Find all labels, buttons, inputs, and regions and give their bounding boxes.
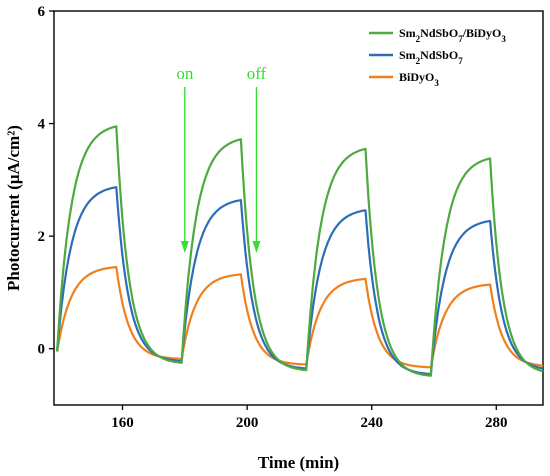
y-tick-label: 6 — [38, 4, 46, 20]
axes: 160 200 240 280 0 2 4 6 — [38, 4, 544, 431]
annotation-arrow-head — [180, 241, 189, 254]
annotation-arrow-head — [252, 241, 261, 254]
legend-entry: Sm2NdSbO7/BiDyO3 — [399, 26, 506, 44]
x-tick-label: 160 — [111, 415, 134, 431]
y-axis-label: Photocurrent (μA/cm²) — [4, 125, 23, 291]
legend: Sm2NdSbO7/BiDyO3 Sm2NdSbO7 BiDyO3 — [369, 26, 506, 88]
legend-entry: BiDyO3 — [399, 70, 439, 88]
y-tick-label: 2 — [38, 229, 46, 245]
annotations: on off — [176, 64, 267, 254]
plot-frame — [53, 10, 544, 406]
y-tick-label: 4 — [38, 117, 46, 133]
x-tick-label: 240 — [360, 415, 383, 431]
annotation-label: on — [176, 64, 194, 83]
legend-entry: Sm2NdSbO7 — [399, 48, 463, 66]
x-tick-label: 200 — [236, 415, 259, 431]
x-tick-label: 280 — [485, 415, 508, 431]
annotation-label: off — [247, 64, 267, 83]
x-axis-label: Time (min) — [258, 453, 339, 472]
y-tick-label: 0 — [38, 342, 46, 358]
series-group — [56, 125, 544, 377]
series-line — [56, 125, 544, 377]
